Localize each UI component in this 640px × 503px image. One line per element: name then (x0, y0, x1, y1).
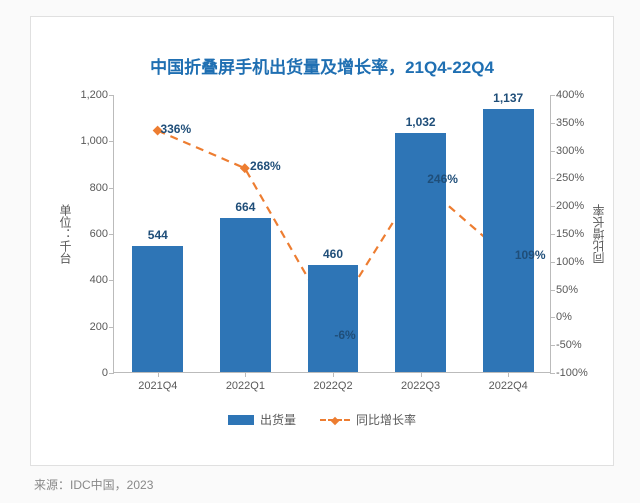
y-left-axis-label: 单位：千台 (57, 204, 74, 264)
growth-line-marker (240, 163, 250, 173)
legend-label-bar: 出货量 (260, 411, 296, 428)
bar-value-label: 1,137 (493, 91, 523, 105)
bar: 1,032 (395, 133, 446, 372)
y-right-tick: 350% (550, 117, 584, 129)
y-right-tick: 150% (550, 228, 584, 240)
bar: 460 (308, 265, 359, 372)
y-right-tick: 200% (550, 200, 584, 212)
growth-point-label: 268% (250, 159, 281, 173)
y-right-tick: 250% (550, 172, 584, 184)
chart-title: 中国折叠屏手机出货量及增长率，21Q4-22Q4 (31, 53, 613, 78)
growth-point-label: 246% (427, 172, 458, 186)
legend-label-line: 同比增长率 (356, 411, 416, 428)
legend-item-bar: 出货量 (228, 411, 296, 428)
chart-plot-area: 单位：千台 同比增长率 02004006008001,0001,200-100%… (113, 95, 551, 373)
growth-point-label: 109% (515, 248, 546, 262)
y-right-axis-label: 同比增长率 (590, 204, 607, 264)
bar: 1,137 (483, 109, 534, 372)
growth-point-label: 336% (160, 122, 191, 136)
legend-swatch-bar (228, 415, 254, 425)
chart-legend: 出货量 同比增长率 (31, 411, 613, 428)
bar-value-label: 460 (323, 247, 343, 261)
y-right-tick: 100% (550, 256, 584, 268)
y-right-tick: 300% (550, 145, 584, 157)
y-right-tick: 400% (550, 89, 584, 101)
legend-item-line: 同比增长率 (320, 411, 416, 428)
legend-swatch-line (320, 419, 350, 421)
bar-value-label: 1,032 (406, 115, 436, 129)
bar-value-label: 544 (148, 228, 168, 242)
y-right-tick: -100% (550, 367, 588, 379)
bar: 544 (132, 246, 183, 372)
bar: 664 (220, 218, 271, 372)
bar-value-label: 664 (235, 200, 255, 214)
chart-source: 来源：IDC中国，2023 (34, 476, 153, 493)
growth-point-label: -6% (334, 328, 355, 342)
chart-card: 中国折叠屏手机出货量及增长率，21Q4-22Q4 单位：千台 同比增长率 020… (30, 16, 614, 466)
